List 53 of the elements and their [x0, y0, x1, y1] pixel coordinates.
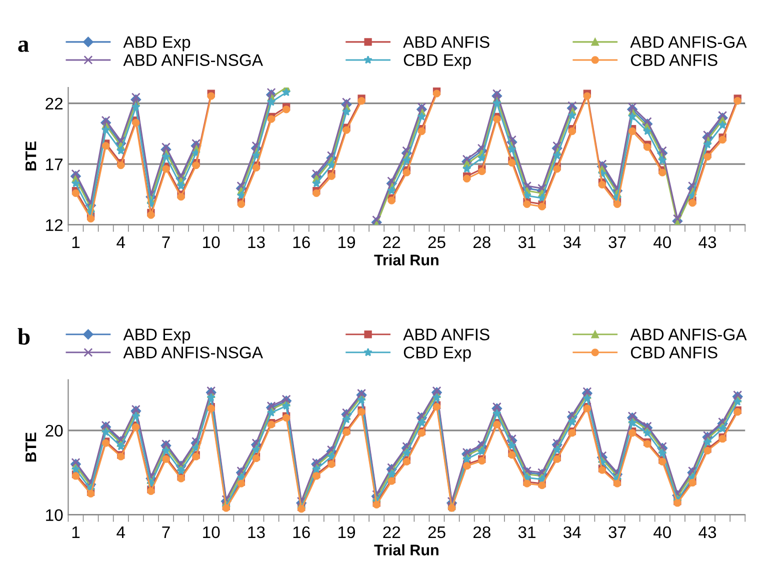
x-tick-label: 1 [72, 526, 80, 538]
x-tick-label: 43 [698, 526, 716, 538]
y-tick-label: 10 [46, 509, 63, 522]
x-tick-label: 37 [608, 526, 626, 538]
chart-title: b [18, 328, 30, 345]
x-tick-label: 4 [116, 526, 126, 538]
x-tick-label: 13 [248, 526, 265, 538]
legend-label: ABD ANFIS-GA [630, 36, 747, 48]
x-tick-label: 16 [293, 236, 310, 248]
legend-label: CBD Exp [404, 346, 471, 362]
x-tick-label: 37 [608, 236, 626, 248]
x-tick-label: 34 [563, 526, 581, 538]
legend-label: ABD ANFIS-NSGA [123, 346, 264, 358]
y-axis-title: BTE [26, 432, 36, 462]
x-tick-label: 31 [518, 236, 536, 248]
x-tick-label: 10 [203, 526, 220, 538]
y-tick-label: 22 [46, 98, 63, 110]
legend-label: ABD Exp [123, 328, 190, 344]
x-tick-label: 28 [473, 236, 490, 248]
legend-label: ABD ANFIS [403, 36, 490, 48]
chart-title: a [18, 40, 29, 52]
x-tick-label: 7 [162, 526, 170, 538]
x-tick-label: 13 [248, 236, 265, 248]
x-tick-label: 28 [473, 526, 490, 538]
x-tick-label: 19 [338, 526, 355, 538]
x-tick-label: 43 [698, 236, 716, 248]
x-tick-label: 25 [428, 236, 446, 248]
x-tick-label: 7 [162, 236, 170, 248]
x-tick-label: 1 [72, 236, 80, 248]
y-tick-label: 12 [46, 219, 63, 231]
x-tick-label: 40 [653, 236, 671, 248]
legend-label: ABD ANFIS-GA [630, 328, 747, 340]
y-axis-title: BTE [26, 141, 36, 170]
x-axis-title: Trial Run [374, 544, 438, 556]
x-tick-label: 10 [203, 236, 220, 248]
legend-label: ABD ANFIS-NSGA [123, 54, 264, 66]
x-tick-label: 34 [563, 236, 581, 248]
x-tick-label: 40 [653, 526, 671, 538]
x-tick-label: 25 [428, 526, 446, 538]
legend-label: ABD Exp [123, 36, 190, 52]
x-tick-label: 16 [293, 526, 310, 538]
legend-label: ABD ANFIS [403, 328, 490, 340]
y-tick-label: 17 [46, 158, 63, 170]
x-tick-label: 22 [383, 236, 400, 248]
x-tick-label: 31 [518, 526, 536, 538]
legend-label: CBD ANFIS [630, 54, 718, 66]
x-tick-label: 19 [338, 236, 355, 248]
x-axis-title: Trial Run [374, 254, 438, 266]
x-tick-label: 4 [116, 236, 126, 248]
legend-label: CBD Exp [404, 54, 471, 70]
x-tick-label: 22 [383, 526, 400, 538]
legend-label: CBD ANFIS [630, 346, 718, 358]
y-tick-label: 20 [46, 424, 63, 437]
